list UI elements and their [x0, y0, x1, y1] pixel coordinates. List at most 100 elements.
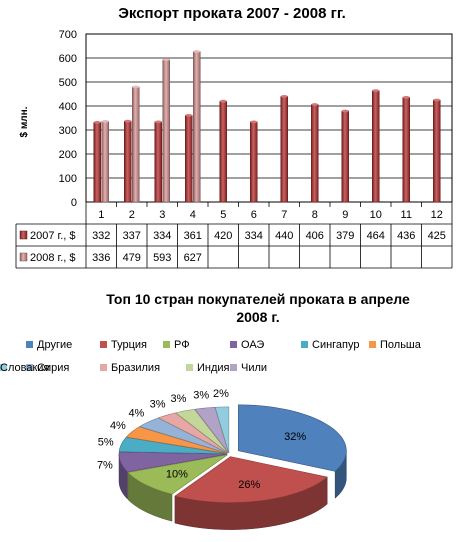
bar-y-tick-label: 600	[59, 53, 77, 65]
table-cell-value: 337	[123, 230, 141, 242]
pie-data-label-Чили: 3%	[193, 389, 209, 401]
pie-legend-label: Чили	[241, 362, 267, 374]
bar-series-2-month-4	[193, 51, 201, 203]
pie-legend-key	[0, 364, 7, 371]
pie-legend-key	[369, 341, 376, 348]
bar-top-cap	[341, 109, 349, 113]
pie-data-label-Словакия: 2%	[213, 388, 229, 400]
bar-y-tick-label: 500	[59, 77, 77, 89]
bar-x-tick-label: 7	[281, 209, 287, 221]
bar-top-cap	[162, 58, 170, 62]
bar-x-tick-label: 8	[312, 209, 318, 221]
bar-series-2-month-2	[132, 86, 140, 203]
pie-legend-key	[163, 341, 170, 348]
pie-data-label-РФ: 10%	[166, 468, 188, 480]
bar-series-1-month-4	[185, 115, 193, 203]
bar-chart-y-axis-label: $ млн.	[19, 106, 30, 137]
table-cell-value: 336	[92, 252, 110, 264]
table-cell-value: 420	[214, 230, 232, 242]
table-series-name: 2008 г., $	[30, 252, 75, 264]
pie-slice-Турция	[174, 456, 328, 503]
pie-data-label-Сирия: 4%	[128, 408, 144, 420]
table-cell-value: 334	[245, 230, 263, 242]
pie-legend-label: ОАЭ	[241, 339, 264, 351]
pie-legend: Другие Турция РФ ОАЭ Сингапур Польша Сирия Браз…	[0, 339, 422, 374]
bar-top-cap	[219, 99, 227, 103]
pie-legend-key	[26, 364, 33, 371]
bar-top-cap	[154, 120, 162, 124]
table-legend-key	[19, 252, 28, 262]
pie-legend-label: Польша	[380, 339, 422, 351]
pie-legend-key	[230, 341, 237, 348]
table-cell-value: 334	[153, 230, 171, 242]
bar-series-1-month-11	[402, 97, 410, 203]
pie-data-label-ОАЭ: 7%	[97, 460, 113, 472]
pie-slice-ОАЭ	[118, 451, 228, 473]
pie-slice-Сирия	[138, 417, 228, 454]
bar-x-tick-label: 4	[190, 209, 196, 221]
bar-top-cap	[433, 98, 441, 102]
bar-series-1-month-8	[311, 104, 319, 203]
pie-legend-label: РФ	[174, 339, 190, 351]
table-cell-value: 379	[336, 230, 354, 242]
pie-chart-title-line1: Топ 10 стран покупателей проката в апрел…	[106, 291, 410, 307]
bar-series-2-month-1	[101, 121, 109, 203]
table-cell-value: 464	[367, 230, 385, 242]
bar-y-tick-label: 700	[59, 29, 77, 41]
pie-legend-label: Сирия	[37, 362, 69, 374]
bar-x-tick-label: 2	[129, 209, 135, 221]
bar-top-cap	[124, 119, 132, 123]
bar-series-1-month-1	[93, 122, 101, 203]
pie-legend-key	[100, 341, 107, 348]
pie-legend-label: Турция	[111, 339, 147, 351]
table-series-name: 2007 г., $	[30, 230, 75, 242]
bar-x-tick-label: 6	[251, 209, 257, 221]
pie-legend-key	[100, 364, 107, 371]
table-cell-value: 479	[123, 252, 141, 264]
table-cell-value: 425	[428, 230, 446, 242]
pie-slice-Бразилия	[157, 412, 229, 454]
pie-data-label-Другие: 32%	[284, 431, 306, 443]
pie-slice-Польша	[125, 426, 228, 454]
pie-chart: 32% 26% 10% 7% 5% 4%4% 3% 3% 3% 2%	[97, 388, 347, 530]
table-cell-value: 436	[397, 230, 415, 242]
bar-top-cap	[280, 95, 288, 98]
bar-series-1-month-12	[433, 99, 441, 203]
bar-top-cap	[93, 120, 101, 124]
pie-slice-РФ	[127, 454, 228, 495]
bar-top-cap	[132, 85, 140, 89]
bar-y-tick-label: 400	[59, 101, 77, 113]
pie-slice-Другие	[238, 404, 347, 472]
bar-x-tick-label: 11	[401, 209, 412, 221]
table-cell-value: 406	[306, 230, 324, 242]
pie-legend-key	[186, 364, 193, 371]
pie-legend-key	[230, 364, 237, 371]
pie-data-label-Индия: 3%	[171, 393, 187, 405]
pie-legend-label: Другие	[37, 339, 72, 351]
bar-top-cap	[193, 50, 201, 53]
bar-series-1-month-7	[280, 96, 288, 203]
bar-x-tick-label: 12	[431, 209, 443, 221]
table-cell-value: 593	[153, 252, 171, 264]
bar-series-1-month-5	[219, 100, 227, 203]
pie-legend-key	[26, 341, 33, 348]
bar-chart-title: Экспорт проката 2007 - 2008 гг.	[118, 5, 346, 22]
table-legend-key	[19, 230, 28, 240]
pie-chart-title-line2: 2008 г.	[236, 309, 279, 325]
pie-legend-label: Индия	[197, 362, 230, 374]
table-cell-value: 332	[92, 230, 110, 242]
bar-series-1-month-10	[372, 90, 380, 203]
bar-x-tick-label: 9	[342, 209, 348, 221]
pie-data-label-Польша: 4%	[110, 420, 126, 432]
pie-data-label-Сингапур: 5%	[98, 437, 114, 449]
bar-top-cap	[402, 95, 410, 99]
pie-legend-label: Словакия	[0, 362, 49, 374]
bar-top-cap	[185, 113, 193, 117]
pie-slice-Индия	[175, 408, 229, 454]
pie-legend-label: Сингапур	[312, 339, 360, 351]
bar-plot-area	[85, 33, 453, 203]
bar-x-tick-label: 5	[220, 209, 226, 221]
bar-series-2-month-3	[162, 59, 170, 203]
bar-series-1-month-3	[154, 121, 162, 203]
